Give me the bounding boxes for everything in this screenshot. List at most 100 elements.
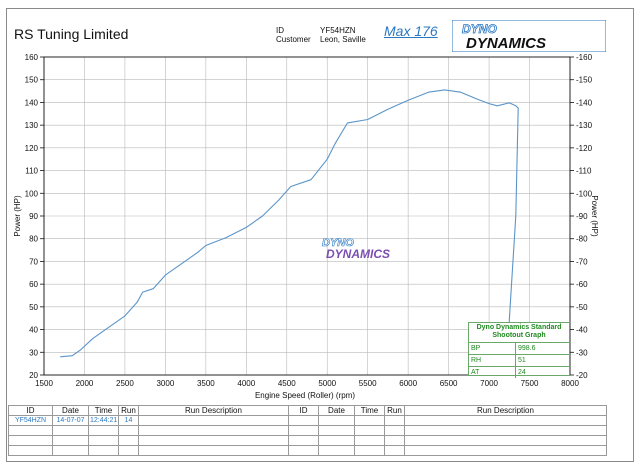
cell [288, 445, 319, 456]
x-tick-label: 7000 [480, 379, 498, 388]
cell [52, 425, 89, 436]
y-tick-label-right: -130 [576, 121, 593, 130]
x-tick-label: 5500 [359, 379, 377, 388]
customer-value: Leon, Saville [320, 35, 366, 44]
x-tick-label: 1500 [35, 379, 53, 388]
y-tick-label-left: 130 [25, 121, 39, 130]
cell [52, 445, 89, 456]
legend-key: RH [469, 355, 516, 366]
y-tick-label-right: -40 [576, 326, 588, 335]
cell [88, 425, 119, 436]
cell [118, 435, 139, 446]
x-axis-label: Engine Speed (Roller) (rpm) [255, 391, 355, 400]
y-tick-label-left: 20 [29, 371, 38, 380]
y-tick-label-right: -50 [576, 303, 588, 312]
cell [384, 425, 405, 436]
y-tick-label-left: 120 [25, 144, 39, 153]
cell [118, 425, 139, 436]
dyno-dynamics-logo: DYNO DYNAMICS [452, 20, 606, 52]
y-tick-label-left: 70 [29, 257, 38, 266]
watermark-logo: DYNO DYNAMICS [322, 237, 390, 261]
col-time: Time [88, 405, 119, 416]
table-row [8, 445, 607, 456]
cell [354, 445, 385, 456]
y-tick-label-left: 90 [29, 212, 38, 221]
y-tick-label-left: 100 [25, 189, 39, 198]
cell-id: YF54HZN [8, 415, 53, 426]
legend-key: BP [469, 343, 516, 354]
y-tick-label-right: -120 [576, 144, 593, 153]
x-tick-label: 2500 [116, 379, 134, 388]
col-id-2: ID [288, 405, 319, 416]
cell [8, 425, 53, 436]
table-row [8, 435, 607, 446]
x-tick-label: 6500 [440, 379, 458, 388]
customer-label: Customer [276, 35, 311, 44]
y-tick-label-left: 30 [29, 348, 38, 357]
watermark-line2: DYNAMICS [326, 247, 390, 261]
legend-key: AT [469, 367, 516, 378]
plot-frame [43, 56, 571, 376]
logo-text-bottom: DYNAMICS [466, 35, 546, 52]
cell [138, 435, 289, 446]
table-header-row: ID Date Time Run Run Description ID Date… [8, 405, 607, 416]
cell [288, 435, 319, 446]
cell-run: 14 [118, 415, 139, 426]
cell [384, 445, 405, 456]
x-tick-label: 2000 [76, 379, 94, 388]
legend-row-rh: RH 51 [469, 355, 569, 367]
table-row: YF54HZN 14-07-07 12:44:21 14 [8, 415, 607, 426]
cell [138, 425, 289, 436]
y-tick-label-left: 110 [25, 167, 38, 176]
y-axis-label-left: Power (HP) [13, 195, 22, 237]
y-tick-label-left: 40 [29, 326, 38, 335]
cell [8, 435, 53, 446]
col-run-2: Run [384, 405, 405, 416]
col-run-description: Run Description [138, 405, 289, 416]
tick-labels: 1500 2000 2500 3000 3500 4000 4500 5000 5500 6000… [25, 53, 593, 388]
y-tick-label-left: 140 [25, 98, 39, 107]
y-tick-label-left: 150 [25, 76, 39, 85]
y-tick-label-right: -60 [576, 280, 588, 289]
y-tick-label-left: 160 [25, 53, 39, 62]
cell [138, 445, 289, 456]
legend-value: 998.6 [518, 345, 536, 352]
cell-run-2 [384, 415, 405, 426]
cell [318, 445, 355, 456]
cell [88, 445, 119, 456]
cell [118, 445, 139, 456]
x-tick-label: 5000 [318, 379, 336, 388]
cell [404, 435, 607, 446]
legend-value: 24 [518, 369, 526, 376]
series [60, 89, 519, 376]
cell [384, 435, 405, 446]
power-curve [60, 89, 519, 376]
col-id: ID [8, 405, 53, 416]
cell [404, 445, 607, 456]
y-axis-label-right: Power (HP) [590, 195, 599, 237]
y-tick-label-right: -70 [576, 257, 588, 266]
cell-desc [138, 415, 289, 426]
logo-text-top: DYNO [462, 22, 497, 36]
cell [354, 435, 385, 446]
x-tick-label: 7500 [521, 379, 539, 388]
run-table: ID Date Time Run Run Description ID Date… [8, 405, 607, 456]
y-tick-label-left: 80 [29, 235, 38, 244]
cell [88, 435, 119, 446]
legend-row-bp: BP 998.6 [469, 343, 569, 355]
col-date-2: Date [318, 405, 355, 416]
y-tick-label-right: -150 [576, 76, 593, 85]
x-tick-label: 6000 [399, 379, 417, 388]
cell [52, 435, 89, 446]
y-tick-label-right: -20 [576, 371, 588, 380]
y-tick-label-right: -110 [576, 167, 592, 176]
cell [404, 425, 607, 436]
y-tick-label-right: -30 [576, 348, 588, 357]
axes [40, 56, 574, 376]
company-name: RS Tuning Limited [14, 26, 129, 42]
id-label: ID [276, 26, 284, 35]
max-power-label: Max 176 [384, 23, 438, 39]
cell [318, 425, 355, 436]
cell [318, 435, 355, 446]
